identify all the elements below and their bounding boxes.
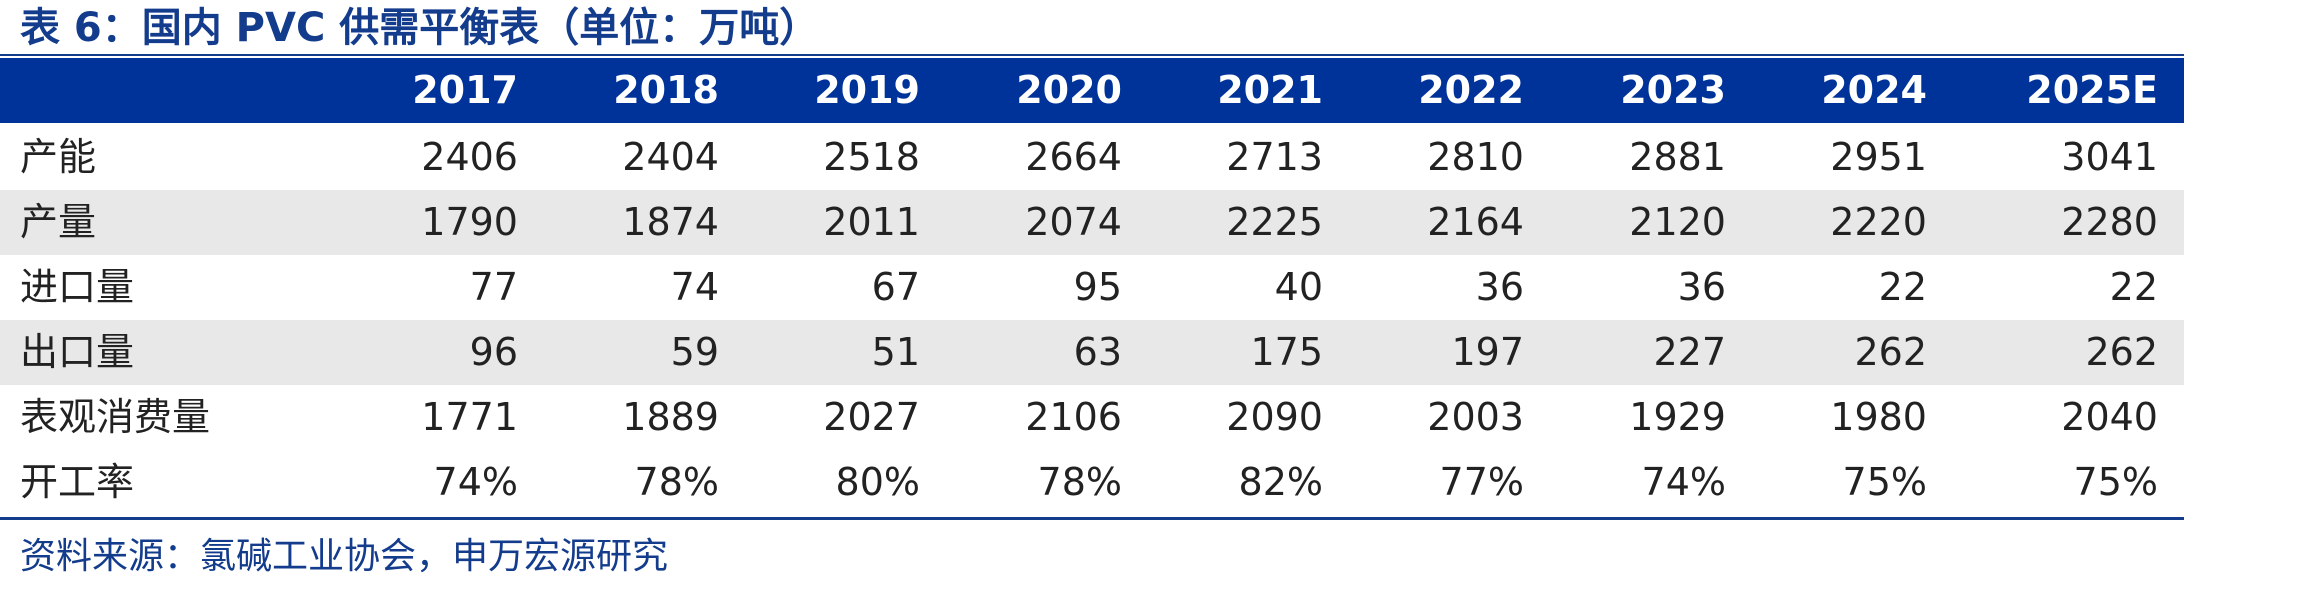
table-row: 表观消费量 1771 1889 2027 2106 2090 2003 1929… [0, 385, 2184, 450]
table-cell: 2951 [1830, 135, 1927, 179]
table-cell: 1889 [622, 395, 719, 439]
table-cell: 2003 [1427, 395, 1524, 439]
table-row: 开工率 74% 78% 80% 78% 82% 77% 74% 75% 75% [0, 450, 2184, 515]
table-cell: 22 [2109, 265, 2158, 309]
column-header-2018: 2018 [613, 68, 719, 112]
table-cell: 2664 [1025, 135, 1122, 179]
table-title: 表 6：国内 PVC 供需平衡表（单位：万吨） [20, 5, 820, 51]
table-cell: 1929 [1629, 395, 1726, 439]
table-cell: 2164 [1427, 200, 1524, 244]
table-cell: 1874 [622, 200, 719, 244]
table-cell: 67 [871, 265, 920, 309]
table-bottom-rule [0, 517, 2184, 520]
row-label: 产量 [20, 200, 97, 244]
table-cell: 262 [2085, 330, 2158, 374]
table-cell: 96 [469, 330, 518, 374]
table-cell: 74 [670, 265, 719, 309]
column-header-2022: 2022 [1418, 68, 1524, 112]
table-row: 出口量 96 59 51 63 175 197 227 262 262 [0, 320, 2184, 385]
table-cell: 2810 [1427, 135, 1524, 179]
table-cell: 227 [1653, 330, 1726, 374]
column-header-2020: 2020 [1016, 68, 1122, 112]
table-cell: 175 [1250, 330, 1323, 374]
table-cell: 2518 [823, 135, 920, 179]
table-cell: 1980 [1830, 395, 1927, 439]
table-cell: 2404 [622, 135, 719, 179]
table-cell: 2280 [2061, 200, 2158, 244]
table-cell: 197 [1451, 330, 1524, 374]
table-cell: 80% [835, 460, 920, 504]
column-header-2023: 2023 [1620, 68, 1726, 112]
table-cell: 78% [1037, 460, 1122, 504]
table-cell: 36 [1677, 265, 1726, 309]
table-cell: 75% [1842, 460, 1927, 504]
table-cell: 2027 [823, 395, 920, 439]
table-cell: 2090 [1226, 395, 1323, 439]
table-cell: 77 [469, 265, 518, 309]
row-label: 进口量 [20, 265, 135, 309]
table-cell: 2406 [421, 135, 518, 179]
row-label: 出口量 [20, 330, 135, 374]
table-cell: 1771 [421, 395, 518, 439]
column-header-2025e: 2025E [2026, 68, 2158, 112]
table-cell: 74% [433, 460, 518, 504]
column-header-2024: 2024 [1821, 68, 1927, 112]
table-cell: 3041 [2061, 135, 2158, 179]
row-label: 表观消费量 [20, 395, 211, 439]
row-label: 产能 [20, 135, 97, 179]
table-cell: 2074 [1025, 200, 1122, 244]
table-cell: 2225 [1226, 200, 1323, 244]
table-cell: 36 [1475, 265, 1524, 309]
table-cell: 2713 [1226, 135, 1323, 179]
table-cell: 59 [670, 330, 719, 374]
table-cell: 51 [871, 330, 920, 374]
table-cell: 74% [1641, 460, 1726, 504]
table-cell: 2106 [1025, 395, 1122, 439]
source-note: 资料来源：氯碱工业协会，申万宏源研究 [20, 536, 669, 577]
table-cell: 77% [1439, 460, 1524, 504]
table-row: 产量 1790 1874 2011 2074 2225 2164 2120 22… [0, 190, 2184, 255]
table-cell: 2011 [823, 200, 920, 244]
table-cell: 262 [1854, 330, 1927, 374]
table-row: 产能 2406 2404 2518 2664 2713 2810 2881 29… [0, 125, 2184, 190]
table-cell: 75% [2073, 460, 2158, 504]
table-cell: 22 [1878, 265, 1927, 309]
table-cell: 40 [1274, 265, 1323, 309]
column-header-2021: 2021 [1217, 68, 1323, 112]
table-cell: 1790 [421, 200, 518, 244]
table-cell: 2120 [1629, 200, 1726, 244]
table-header: 2017 2018 2019 2020 2021 2022 2023 2024 … [0, 58, 2184, 123]
table-cell: 2040 [2061, 395, 2158, 439]
table-cell: 95 [1073, 265, 1122, 309]
title-divider [0, 54, 2184, 56]
table-cell: 78% [634, 460, 719, 504]
row-label: 开工率 [20, 460, 135, 504]
table-cell: 2220 [1830, 200, 1927, 244]
table-cell: 82% [1238, 460, 1323, 504]
table-cell: 63 [1073, 330, 1122, 374]
table-row: 进口量 77 74 67 95 40 36 36 22 22 [0, 255, 2184, 320]
table-cell: 2881 [1629, 135, 1726, 179]
column-header-2017: 2017 [412, 68, 518, 112]
column-header-2019: 2019 [814, 68, 920, 112]
